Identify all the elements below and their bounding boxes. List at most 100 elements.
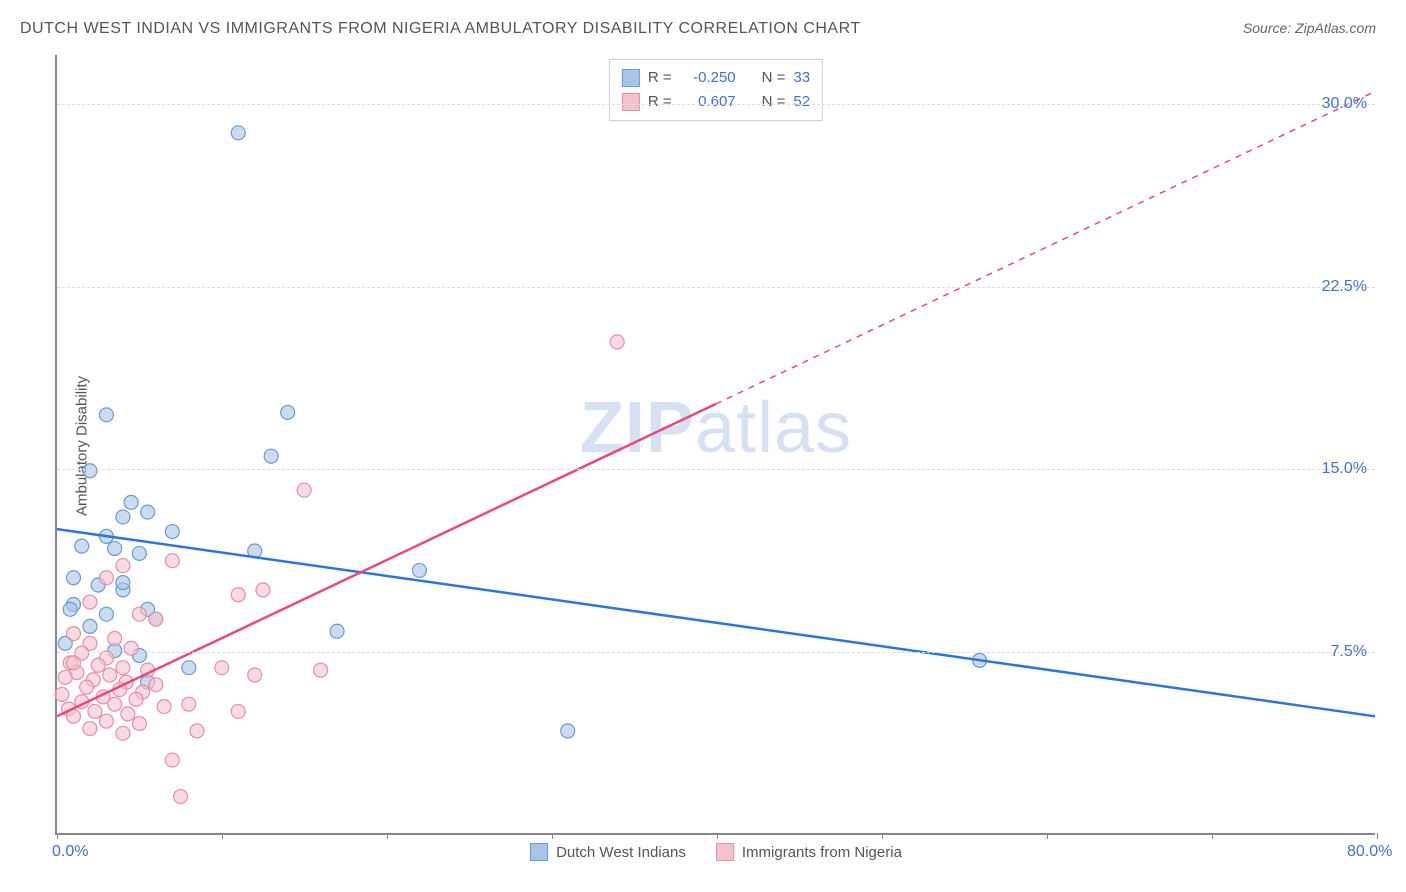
data-point <box>116 726 130 740</box>
gridline <box>57 104 1375 105</box>
x-tick-mark <box>717 833 718 839</box>
data-point <box>99 714 113 728</box>
data-point <box>103 668 117 682</box>
data-point <box>182 661 196 675</box>
legend-swatch <box>622 93 640 111</box>
legend-series-label: Dutch West Indians <box>556 844 686 861</box>
data-point <box>190 724 204 738</box>
x-tick-mark <box>387 833 388 839</box>
data-point <box>129 692 143 706</box>
n-value: 52 <box>793 90 810 114</box>
data-point <box>231 588 245 602</box>
data-point <box>121 707 135 721</box>
source-label: Source: ZipAtlas.com <box>1243 20 1376 36</box>
y-tick-label: 7.5% <box>1331 643 1367 661</box>
data-point <box>91 658 105 672</box>
data-point <box>248 668 262 682</box>
legend-stat-row: R =-0.250N =33 <box>622 66 810 90</box>
data-point <box>80 680 94 694</box>
gridline <box>57 652 1375 653</box>
data-point <box>83 595 97 609</box>
data-point <box>182 697 196 711</box>
data-point <box>58 670 72 684</box>
data-point <box>165 554 179 568</box>
y-tick-label: 30.0% <box>1322 95 1367 113</box>
x-tick-mark <box>882 833 883 839</box>
data-point <box>165 525 179 539</box>
r-value: 0.607 <box>680 90 736 114</box>
data-point <box>99 408 113 422</box>
data-point <box>99 607 113 621</box>
legend-series-label: Immigrants from Nigeria <box>742 844 902 861</box>
gridline <box>57 287 1375 288</box>
data-point <box>132 546 146 560</box>
data-point <box>215 661 229 675</box>
data-point <box>412 563 426 577</box>
legend-series-item: Immigrants from Nigeria <box>716 843 902 861</box>
legend-series: Dutch West Indians Immigrants from Nigeri… <box>530 843 902 861</box>
data-point <box>99 571 113 585</box>
data-point <box>66 571 80 585</box>
data-point <box>149 678 163 692</box>
legend-swatch <box>716 843 734 861</box>
legend-stats: R = -0.250 N = 33R = 0.607 N = 52 <box>609 59 823 121</box>
data-point <box>231 704 245 718</box>
x-tick-mark <box>57 833 58 839</box>
data-point <box>66 656 80 670</box>
n-label: N = <box>762 66 786 90</box>
trend-line-dashed <box>716 91 1375 403</box>
data-point <box>83 619 97 633</box>
chart-title: DUTCH WEST INDIAN VS IMMIGRANTS FROM NIG… <box>20 20 861 38</box>
y-tick-label: 15.0% <box>1322 460 1367 478</box>
data-point <box>55 687 69 701</box>
data-point <box>83 721 97 735</box>
data-point <box>157 700 171 714</box>
data-point <box>63 602 77 616</box>
x-tick-mark <box>222 833 223 839</box>
data-point <box>83 464 97 478</box>
x-tick-mark <box>1212 833 1213 839</box>
data-point <box>297 483 311 497</box>
data-point <box>132 717 146 731</box>
data-point <box>141 505 155 519</box>
data-point <box>561 724 575 738</box>
data-point <box>610 335 624 349</box>
data-point <box>116 576 130 590</box>
data-point <box>116 510 130 524</box>
r-value: -0.250 <box>680 66 736 90</box>
data-point <box>174 790 188 804</box>
r-label: R = <box>648 90 672 114</box>
gridline <box>57 469 1375 470</box>
data-point <box>124 495 138 509</box>
x-tick-mark <box>552 833 553 839</box>
legend-series-item: Dutch West Indians <box>530 843 686 861</box>
data-point <box>108 697 122 711</box>
n-value: 33 <box>793 66 810 90</box>
data-point <box>88 704 102 718</box>
y-tick-label: 22.5% <box>1322 278 1367 296</box>
data-point <box>116 661 130 675</box>
legend-swatch <box>530 843 548 861</box>
data-point <box>281 405 295 419</box>
data-point <box>108 632 122 646</box>
chart-container: DUTCH WEST INDIAN VS IMMIGRANTS FROM NIG… <box>0 0 1406 892</box>
x-tick-label: 0.0% <box>52 843 88 861</box>
data-point <box>314 663 328 677</box>
data-point <box>132 607 146 621</box>
data-point <box>330 624 344 638</box>
x-tick-mark <box>1377 833 1378 839</box>
data-point <box>116 559 130 573</box>
data-point <box>231 126 245 140</box>
legend-stat-row: R = 0.607 N = 52 <box>622 90 810 114</box>
plot-area: ZIPatlas R =-0.250N =33R =0.607N =52 Dut… <box>55 55 1375 835</box>
chart-svg <box>57 55 1375 833</box>
data-point <box>256 583 270 597</box>
n-label: N = <box>762 90 786 114</box>
data-point <box>75 539 89 553</box>
data-point <box>264 449 278 463</box>
legend-swatch <box>622 69 640 87</box>
x-tick-label: 80.0% <box>1347 843 1392 861</box>
data-point <box>149 612 163 626</box>
data-point <box>66 627 80 641</box>
x-tick-mark <box>1047 833 1048 839</box>
